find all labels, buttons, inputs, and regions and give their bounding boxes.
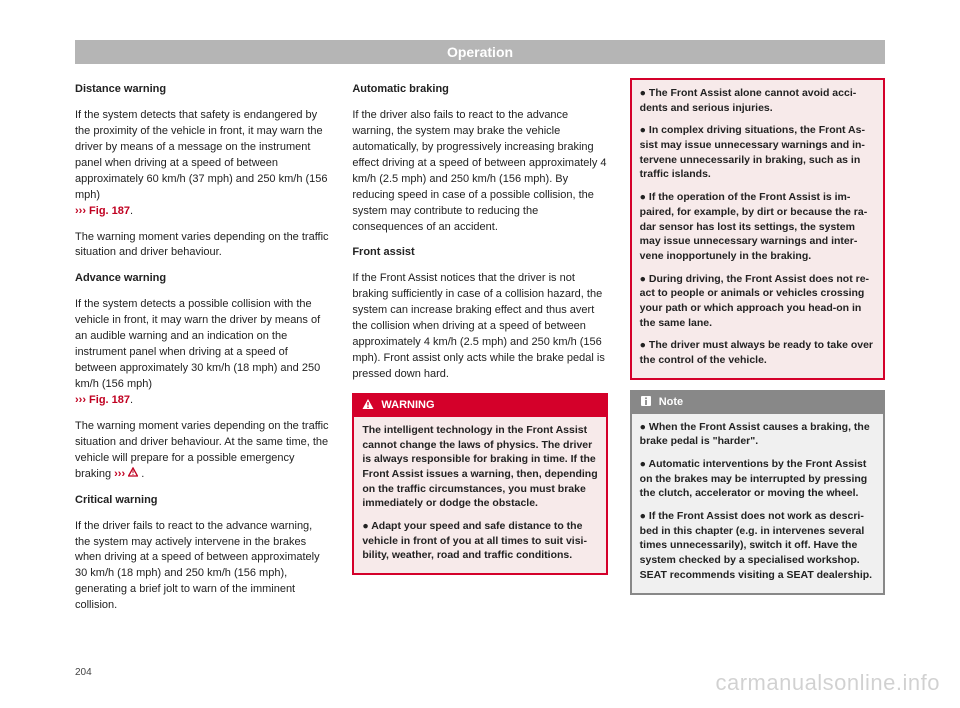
text: . bbox=[130, 205, 133, 217]
warning-text: The intelligent technology in the Front … bbox=[362, 423, 597, 511]
note-bullet: ● If the Front Assist does not work as d… bbox=[640, 509, 875, 582]
warning-triangle-icon bbox=[362, 399, 381, 411]
subhead-distance-warning: Distance warning bbox=[75, 82, 330, 98]
warning-box: WARNING The intelligent technology in th… bbox=[352, 393, 607, 575]
note-bullet: ● When the Front Assist causes a braking… bbox=[640, 420, 875, 449]
warning-bullet: ● If the operation of the Front Assist i… bbox=[640, 190, 875, 263]
paragraph: If the Front Assist notices that the dri… bbox=[352, 271, 607, 383]
warning-box-header: WARNING bbox=[354, 395, 605, 417]
warning-bullet: ● Adapt your speed and safe distance to … bbox=[362, 519, 597, 563]
note-title: Note bbox=[659, 396, 683, 408]
warning-box-continuation: ● The Front Assist alone cannot avoid ac… bbox=[630, 78, 885, 380]
page-number: 204 bbox=[75, 667, 92, 678]
figure-reference: ››› Fig. 187 bbox=[75, 394, 130, 406]
warning-bullet: ● In complex driving situations, the Fro… bbox=[640, 123, 875, 182]
column-1: Distance warning If the system detects t… bbox=[75, 78, 330, 624]
warning-triangle-icon bbox=[128, 468, 141, 480]
subhead-front-assist: Front assist bbox=[352, 245, 607, 261]
paragraph: If the driver also fails to react to the… bbox=[352, 108, 607, 236]
note-box-header: Note bbox=[632, 392, 883, 414]
manual-page: Operation Distance warning If the system… bbox=[0, 0, 960, 708]
paragraph: The warning moment varies depending on t… bbox=[75, 230, 330, 262]
section-header: Operation bbox=[75, 40, 885, 64]
paragraph: If the driver fails to react to the adva… bbox=[75, 519, 330, 615]
paragraph: If the system detects a possible collisi… bbox=[75, 297, 330, 409]
subhead-advance-warning: Advance warning bbox=[75, 271, 330, 287]
paragraph: If the system detects that safety is end… bbox=[75, 108, 330, 220]
subhead-automatic-braking: Automatic braking bbox=[352, 82, 607, 98]
content-columns: Distance warning If the system detects t… bbox=[75, 78, 885, 624]
watermark: carmanualsonline.info bbox=[715, 670, 940, 696]
subhead-critical-warning: Critical warning bbox=[75, 493, 330, 509]
column-2: Automatic braking If the driver also fai… bbox=[352, 78, 607, 624]
column-3: ● The Front Assist alone cannot avoid ac… bbox=[630, 78, 885, 624]
text: . bbox=[130, 394, 133, 406]
text: If the system detects a possible collisi… bbox=[75, 298, 320, 390]
note-bullet: ● Automatic interventions by the Front A… bbox=[640, 457, 875, 501]
warning-title: WARNING bbox=[381, 399, 434, 411]
note-box: Note ● When the Front Assist causes a br… bbox=[630, 390, 885, 595]
cross-reference: ››› bbox=[114, 468, 125, 480]
text: If the system detects that safety is end… bbox=[75, 109, 328, 201]
figure-reference: ››› Fig. 187 bbox=[75, 205, 130, 217]
warning-bullet: ● The Front Assist alone cannot avoid ac… bbox=[640, 86, 875, 115]
warning-box-body: The intelligent technology in the Front … bbox=[354, 417, 605, 573]
text: . bbox=[141, 468, 144, 480]
warning-bullet: ● During driving, the Front Assist does … bbox=[640, 272, 875, 331]
warning-bullet: ● The driver must always be ready to tak… bbox=[640, 338, 875, 367]
note-box-body: ● When the Front Assist causes a braking… bbox=[632, 414, 883, 593]
paragraph: The warning moment varies depending on t… bbox=[75, 419, 330, 483]
info-icon bbox=[640, 396, 659, 408]
